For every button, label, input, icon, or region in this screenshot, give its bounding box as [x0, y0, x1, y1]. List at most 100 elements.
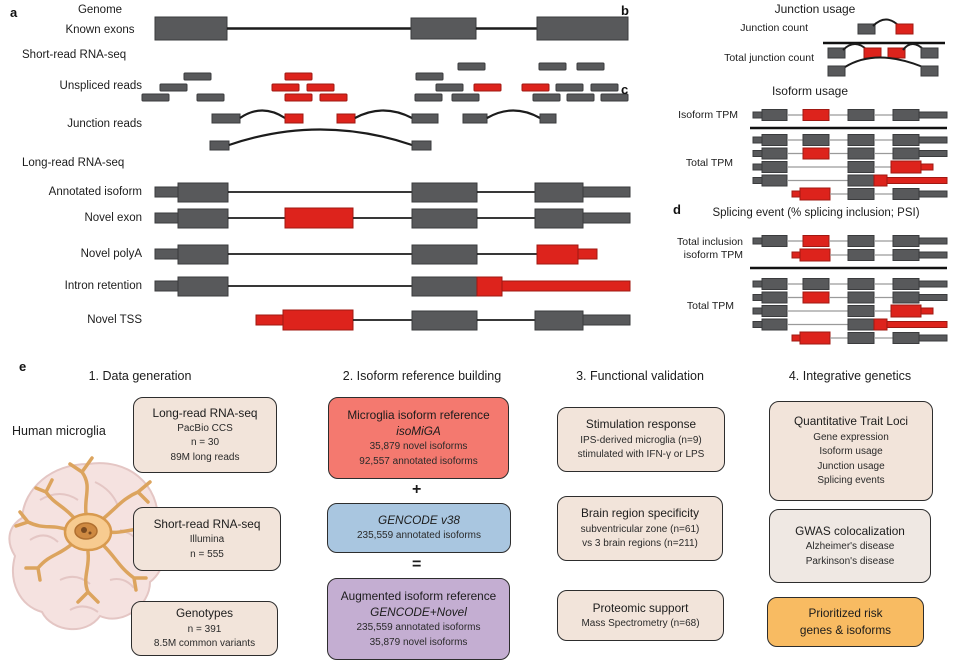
box-title: Brain region specificity [580, 506, 700, 521]
brain-microglia-illustration [8, 456, 167, 630]
junction-reads [209, 109, 557, 151]
box-title: Quantitative Trait Loci [793, 414, 909, 429]
novel-tss-track [255, 309, 631, 331]
unspliced-reads-label: Unspliced reads [59, 80, 142, 92]
box-subtitle: isoMiGA [396, 424, 441, 438]
box-microglia-isoform-reference: Microglia isoform reference isoMiGA 35,8… [328, 397, 509, 479]
box-line: Parkinson's disease [805, 555, 895, 567]
box-quantitative-trait-loci: Quantitative Trait Loci Gene expression … [769, 401, 933, 501]
box-line: 35,879 novel isoforms [369, 636, 468, 648]
box-genotypes: Genotypes n = 391 8.5M common variants [131, 601, 278, 656]
novel-tss-label: Novel TSS [87, 314, 142, 326]
box-line: 35,879 novel isoforms [369, 441, 468, 453]
junction-count-label: Junction count [740, 22, 808, 34]
box-title: Short-read RNA-seq [153, 516, 261, 531]
short-read-header: Short-read RNA-seq [22, 49, 127, 61]
column-title-functional-validation: 3. Functional validation [576, 369, 704, 383]
box-line: 8.5M common variants [153, 638, 256, 650]
novel-polya-label: Novel polyA [80, 248, 142, 260]
box-brain-region-specificity: Brain region specificity subventricular … [557, 496, 723, 561]
box-line: stimulated with IFN-γ or LPS [577, 449, 705, 461]
genome-label-line1: Genome [77, 4, 123, 16]
novel-exon-track [154, 207, 631, 229]
equals-operator: = [412, 556, 422, 573]
long-read-header: Long-read RNA-seq [22, 157, 125, 169]
box-title-line2: genes & isoforms [799, 622, 892, 637]
box-line: subventricular zone (n=61) [580, 523, 700, 535]
box-subtitle: GENCODE+Novel [370, 605, 467, 619]
box-line: n = 555 [190, 548, 224, 560]
box-line: Illumina [189, 534, 225, 546]
novel-polya-track [154, 244, 598, 265]
total-tpm-label-d: Total TPM [686, 300, 734, 312]
total-junction-count-label: Total junction count [724, 52, 814, 64]
inclusion-isoform-model-1 [752, 234, 948, 248]
box-title: Long-read RNA-seq [152, 405, 258, 420]
junction-count-diagram [857, 18, 914, 35]
box-prioritized-risk: Prioritized risk genes & isoforms [767, 597, 924, 647]
total-inclusion-label-line1: Total inclusion [677, 236, 743, 248]
annotated-isoform-label: Annotated isoform [48, 186, 142, 198]
panel-c-letter: c [621, 82, 629, 97]
box-line: 89M long reads [170, 451, 240, 463]
inclusion-isoform-model-2 [791, 248, 948, 262]
box-line: 92,557 annotated isoforms [359, 455, 478, 467]
panel-d-title: Splicing event (% splicing inclusion; PS… [712, 207, 920, 219]
box-line: Splicing events [817, 475, 885, 487]
junction-reads-label: Junction reads [67, 118, 142, 130]
column-title-isoform-reference: 2. Isoform reference building [342, 369, 502, 383]
box-gencode-v38: GENCODE v38 235,559 annotated isoforms [327, 503, 511, 553]
box-title: Prioritized risk [808, 606, 883, 621]
box-stimulation-response: Stimulation response IPS-derived microgl… [557, 407, 725, 472]
box-augmented-isoform-reference: Augmented isoform reference GENCODE+Nove… [327, 578, 510, 660]
box-proteomic-support: Proteomic support Mass Spectrometry (n=6… [557, 590, 724, 641]
box-line: 235,559 annotated isoforms [357, 530, 481, 542]
genome-track [154, 16, 629, 41]
column-title-integrative-genetics: 4. Integrative genetics [788, 369, 912, 383]
total-inclusion-label-line2: isoform TPM [683, 249, 743, 261]
box-line: 235,559 annotated isoforms [356, 622, 481, 634]
box-title: Stimulation response [585, 417, 697, 432]
box-title: GENCODE v38 [378, 513, 460, 528]
plus-operator: + [412, 481, 422, 498]
box-line: vs 3 brain regions (n=211) [582, 538, 698, 550]
gene-model-diagrams [141, 16, 948, 355]
box-long-read-rna-seq: Long-read RNA-seq PacBio CCS n = 30 89M … [133, 397, 277, 473]
box-line: Isoform usage [819, 446, 883, 458]
isoform-tpm-model [752, 108, 948, 122]
box-line: n = 391 [187, 623, 222, 635]
box-line: n = 30 [190, 437, 220, 449]
total-tpm-models-d [753, 279, 947, 345]
unspliced-reads [141, 62, 629, 102]
panel-d-letter: d [673, 202, 681, 217]
box-line: Gene expression [813, 431, 889, 443]
box-line: IPS-derived microglia (n=9) [580, 434, 702, 446]
total-junction-count-diagram [827, 43, 939, 77]
box-line: PacBio CCS [177, 422, 233, 434]
panel-a-letter: a [10, 5, 18, 20]
microglia-processes [14, 456, 166, 604]
box-line: Mass Spectrometry (n=68) [581, 617, 700, 629]
box-title: GWAS colocalization [795, 523, 905, 538]
novel-exon-label: Novel exon [84, 212, 142, 224]
total-tpm-label-c: Total TPM [685, 157, 733, 169]
human-microglia-label: Human microglia [12, 424, 106, 438]
box-line: Alzheimer's disease [805, 541, 895, 553]
intron-retention-label: Intron retention [64, 280, 142, 292]
panel-e-letter: e [19, 359, 27, 374]
panel-b-letter: b [621, 3, 629, 18]
box-title: Augmented isoform reference [340, 588, 497, 603]
isoform-tpm-label: Isoform TPM [678, 109, 738, 121]
panel-c-title: Isoform usage [771, 84, 849, 98]
genome-label-line2: Known exons [65, 24, 135, 36]
column-title-data-generation: 1. Data generation [88, 369, 192, 383]
box-gwas-colocalization: GWAS colocalization Alzheimer's disease … [769, 509, 931, 583]
intron-retention-track [154, 276, 631, 297]
box-title: Proteomic support [592, 600, 689, 615]
total-tpm-models-c [753, 135, 947, 201]
box-title: Microglia isoform reference [347, 407, 490, 422]
box-short-read-rna-seq: Short-read RNA-seq Illumina n = 555 [133, 507, 281, 571]
panel-b-title: Junction usage [774, 2, 856, 16]
box-title: Genotypes [175, 606, 234, 621]
